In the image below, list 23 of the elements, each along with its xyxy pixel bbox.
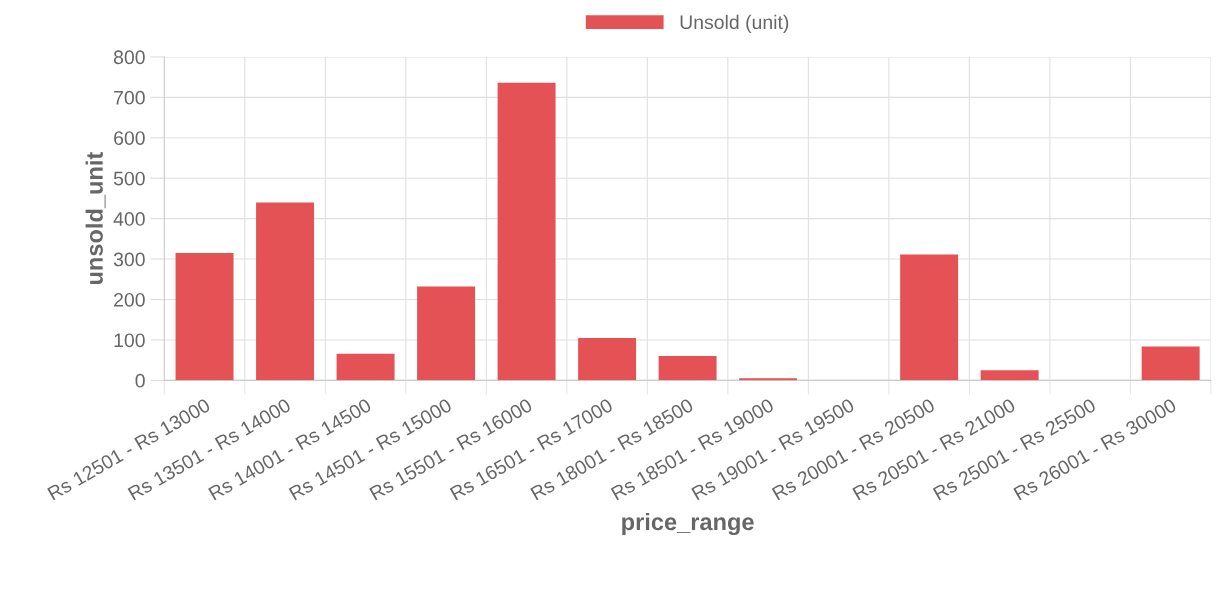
bar (336, 353, 395, 381)
y-tick-label: 100 (114, 333, 145, 348)
y-tick-label: 300 (113, 252, 145, 267)
bar (658, 356, 717, 381)
y-tick-label: 800 (113, 50, 145, 65)
y-tick-label: 600 (114, 131, 145, 146)
bar (739, 378, 798, 381)
y-tick-label: 500 (113, 171, 145, 186)
x-axis-title: price_range (622, 512, 754, 536)
legend-label: Unsold (unit) (680, 14, 789, 33)
bar (578, 337, 637, 381)
bar (1141, 346, 1200, 381)
y-tick-label: 700 (114, 90, 145, 105)
bar (980, 370, 1039, 381)
y-tick-label: 0 (135, 373, 145, 388)
bar (256, 202, 315, 381)
y-axis-title: unsold_unit (85, 152, 106, 285)
bar (417, 286, 476, 381)
y-tick-label: 400 (113, 212, 145, 226)
bar (497, 82, 556, 381)
y-tick-label: 200 (114, 292, 145, 307)
bar (175, 253, 234, 381)
bar (900, 254, 959, 381)
